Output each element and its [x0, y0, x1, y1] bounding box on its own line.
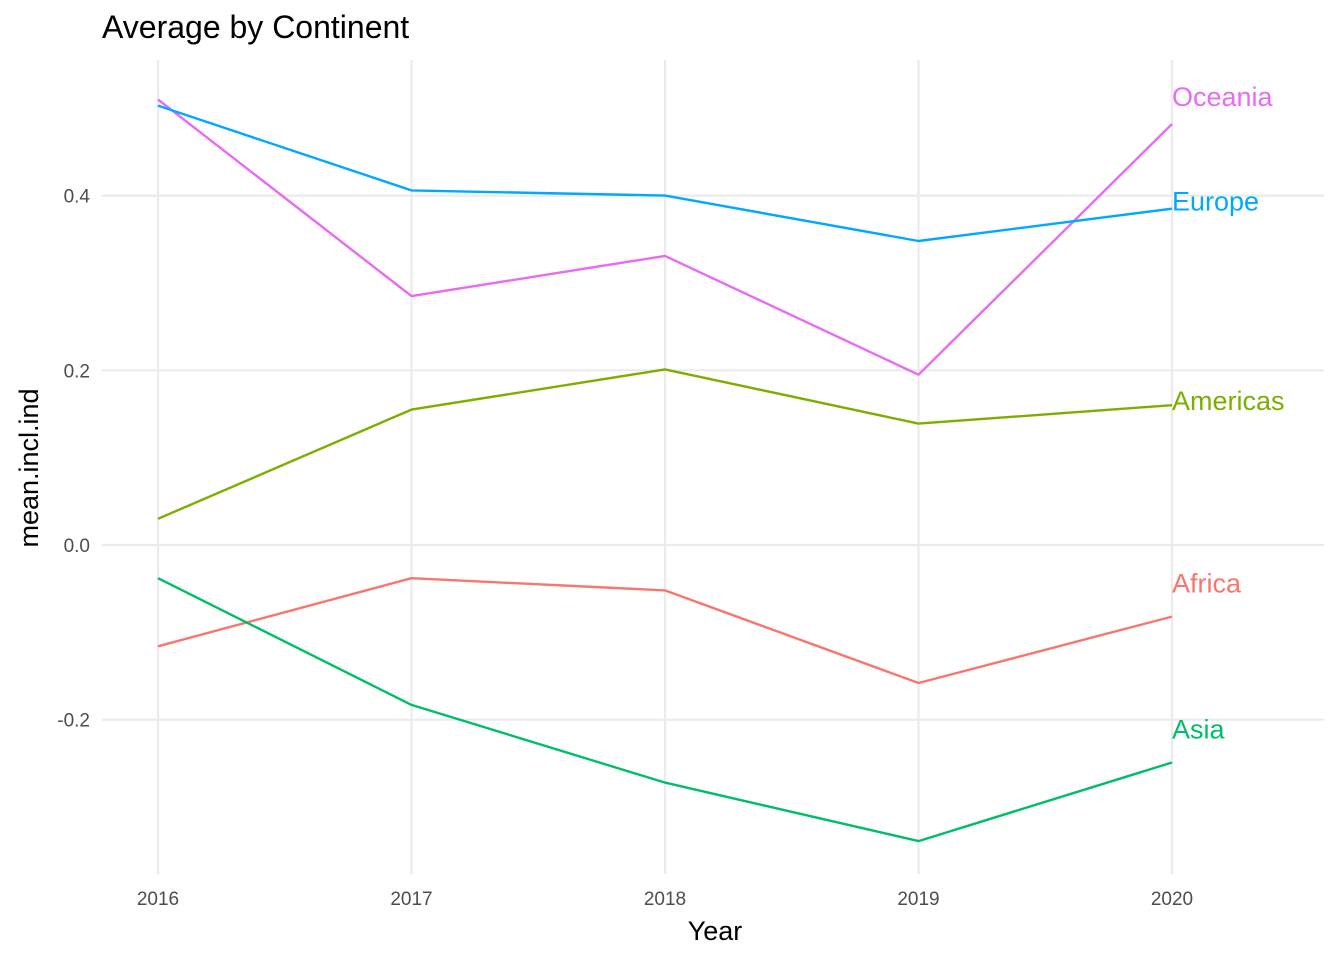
series-line-asia	[157, 577, 1173, 843]
series-label-oceania: Oceania	[1172, 82, 1274, 112]
x-tick-label: 2017	[390, 889, 432, 910]
series-label-asia: Asia	[1172, 715, 1226, 745]
x-tick-label: 2020	[1151, 889, 1193, 910]
x-tick-label: 2018	[644, 889, 686, 910]
x-axis-title: Year	[688, 916, 743, 946]
series-label-africa: Africa	[1172, 569, 1242, 599]
y-tick-label: 0.4	[64, 187, 91, 208]
series-line-oceania	[157, 98, 1173, 376]
y-tick-label: 0.0	[64, 536, 90, 557]
series-labels: Oceania Europe Americas Africa Asia	[1172, 82, 1285, 745]
series-line-africa	[157, 577, 1173, 685]
y-tick-label: -0.2	[57, 711, 90, 732]
x-tick-label: 2016	[137, 889, 179, 910]
y-tick-label: 0.2	[64, 361, 90, 382]
y-axis-ticks: -0.2 0.0 0.2 0.4	[57, 187, 90, 732]
x-axis-ticks: 2016 2017 2018 2019 2020	[137, 889, 1193, 910]
series-line-americas	[157, 368, 1173, 520]
series-line-europe	[157, 104, 1173, 243]
y-axis-title: mean.incl.ind	[14, 388, 44, 547]
grid	[102, 60, 1324, 874]
series-label-americas: Americas	[1172, 386, 1285, 416]
chart-title: Average by Continent	[102, 9, 409, 45]
x-tick-label: 2019	[897, 889, 939, 910]
series-label-europe: Europe	[1172, 187, 1259, 217]
series-lines	[157, 98, 1173, 843]
